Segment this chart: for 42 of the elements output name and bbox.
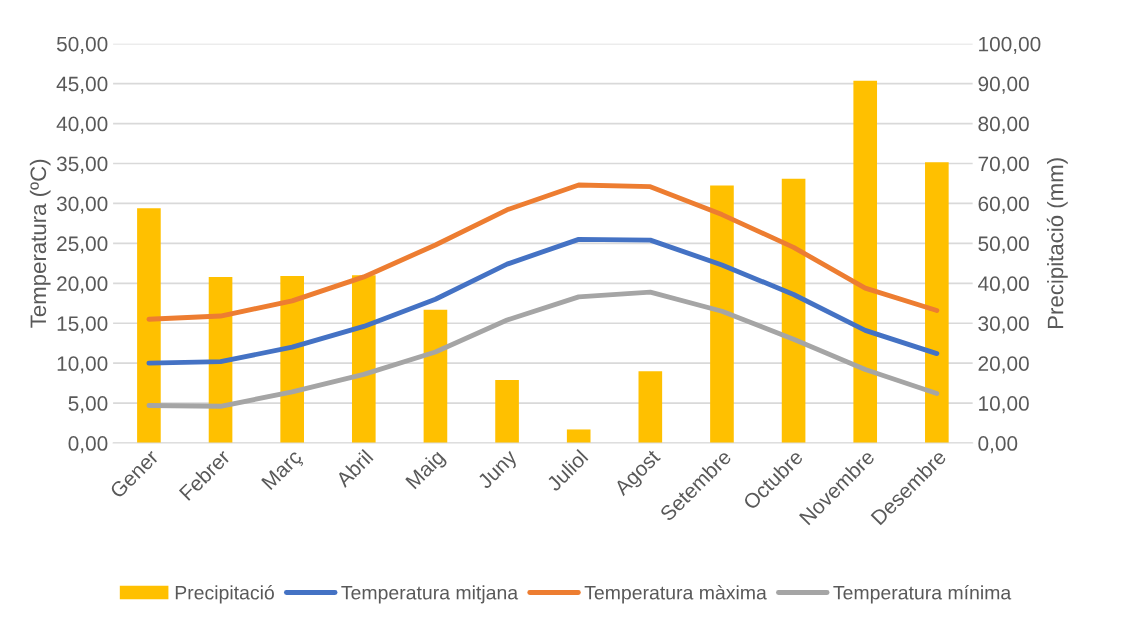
- y2-tick-label: 40,00: [978, 276, 1029, 294]
- bar: [638, 371, 663, 444]
- bar: [710, 185, 734, 444]
- y-tick-label: 40,00: [56, 116, 108, 134]
- line-series: [146, 182, 940, 322]
- y-tick-label: 0,00: [68, 436, 108, 454]
- y-tick-label: 35,00: [56, 156, 108, 174]
- y-tick-label: 45,00: [56, 76, 108, 94]
- y2-tick-label: 20,00: [978, 356, 1029, 374]
- bar: [853, 80, 878, 444]
- bar: [280, 276, 304, 444]
- y-tick-label: 25,00: [57, 236, 108, 254]
- bar: [781, 178, 806, 444]
- legend-label: Temperatura mínima: [833, 585, 1012, 604]
- y-tick-label: 50,00: [56, 36, 108, 54]
- y2-tick-label: 10,00: [979, 396, 1029, 414]
- bar: [423, 309, 448, 444]
- y2-axis-title: Precipitació (mm): [1046, 158, 1068, 328]
- y2-tick-label: 30,00: [978, 316, 1029, 334]
- bar: [495, 379, 519, 444]
- bar: [566, 429, 591, 444]
- legend-label: Precipitació: [175, 585, 274, 604]
- bar: [351, 275, 376, 444]
- y2-tick-label: 70,00: [978, 156, 1029, 174]
- y-tick-label: 30,00: [56, 196, 108, 214]
- y2-tick-label: 80,00: [978, 116, 1029, 134]
- y2-tick-label: 50,00: [978, 236, 1029, 254]
- y2-tick-label: 100,00: [979, 36, 1041, 54]
- line-series: [146, 236, 940, 366]
- line-series: [146, 289, 940, 409]
- legend-label: Temperatura mitjana: [341, 585, 519, 604]
- bar: [925, 162, 949, 444]
- y-tick-label: 20,00: [57, 276, 108, 294]
- legend-label: Temperatura màxima: [584, 585, 767, 604]
- y2-tick-label: 0,00: [978, 436, 1018, 454]
- bar: [137, 208, 161, 444]
- y2-tick-label: 90,00: [978, 76, 1029, 94]
- y-tick-label: 15,00: [57, 316, 108, 334]
- y-axis-title: Temperatura (ºC): [29, 159, 51, 328]
- y-tick-label: 10,00: [57, 356, 108, 374]
- y-tick-label: 5,00: [68, 396, 108, 414]
- y2-tick-label: 60,00: [978, 196, 1029, 214]
